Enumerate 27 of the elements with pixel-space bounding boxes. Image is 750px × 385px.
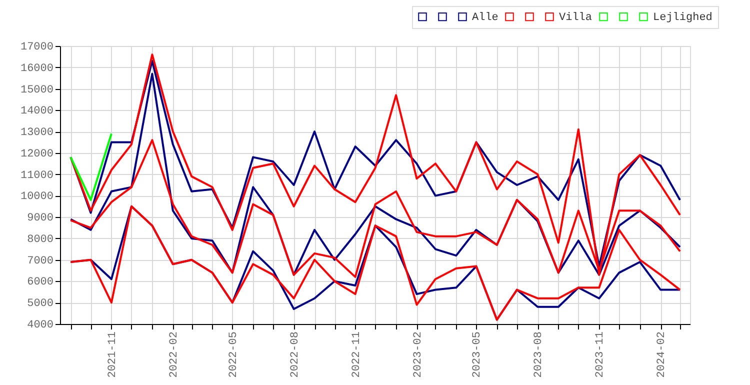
- y-tick-label: 14000: [20, 106, 54, 118]
- y-tick-label: 6000: [27, 276, 54, 289]
- y-tick-label: 15000: [20, 84, 54, 96]
- y-tick-label: 13000: [20, 127, 54, 140]
- x-tick-label: 2021-11: [106, 331, 119, 378]
- y-tick-label: 5000: [27, 298, 54, 310]
- legend-label: Lejlighed: [653, 12, 712, 24]
- x-tick-label: 2022-11: [350, 331, 363, 378]
- x-tick-label: 2023-05: [472, 332, 484, 378]
- y-tick-label: 4000: [27, 320, 54, 332]
- legend-label: Alle: [472, 12, 498, 24]
- y-tick-label: 16000: [20, 62, 54, 75]
- x-tick-label: 2023-08: [533, 332, 546, 378]
- y-tick-label: 10000: [20, 191, 54, 204]
- y-tick-label: 8000: [27, 234, 54, 246]
- x-tick-label: 2022-02: [168, 332, 180, 378]
- x-tick-label: 2023-11: [594, 331, 607, 378]
- y-tick-label: 9000: [27, 212, 54, 225]
- y-tick-label: 11000: [20, 170, 54, 182]
- x-tick-label: 2022-05: [228, 332, 240, 378]
- y-tick-label: 7000: [27, 255, 54, 268]
- y-tick-label: 17000: [20, 42, 54, 54]
- x-tick-label: 2022-08: [289, 332, 302, 378]
- x-tick-label: 2024-02: [656, 332, 668, 378]
- y-tick-label: 12000: [20, 148, 54, 160]
- x-tick-label: 2023-02: [412, 332, 424, 378]
- legend-label: Villa: [559, 12, 592, 24]
